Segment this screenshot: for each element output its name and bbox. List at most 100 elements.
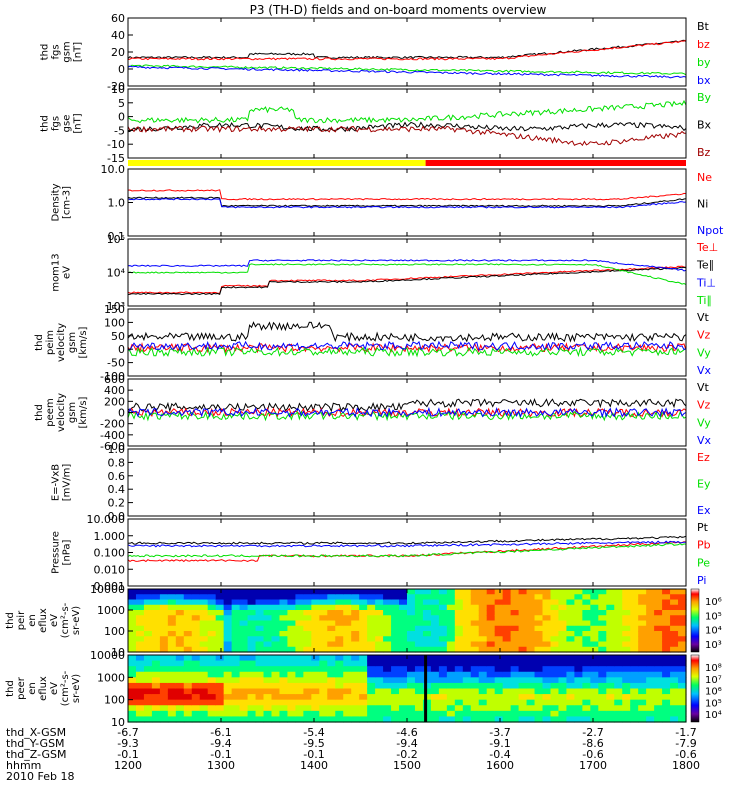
heatmap-cell bbox=[438, 594, 448, 601]
heatmap-cell bbox=[606, 641, 615, 648]
heatmap-cell bbox=[175, 660, 185, 667]
figure-title: P3 (TH-D) fields and on-board moments ov… bbox=[250, 3, 547, 17]
legend-entry: Pi bbox=[697, 574, 706, 587]
heatmap-cell bbox=[438, 655, 448, 662]
heatmap-cell bbox=[470, 625, 480, 632]
heatmap-cell bbox=[223, 655, 233, 662]
heatmap-cell bbox=[399, 677, 408, 684]
heatmap-cell bbox=[351, 610, 360, 616]
heatmap-cell bbox=[446, 666, 456, 673]
heatmap-cell bbox=[151, 594, 161, 601]
heatmap-cell bbox=[534, 636, 544, 643]
heatmap-cell bbox=[343, 655, 352, 662]
heatmap-cell bbox=[215, 641, 225, 648]
heatmap-cell bbox=[279, 671, 289, 678]
heatmap-cell bbox=[128, 694, 137, 701]
heatmap-cell bbox=[311, 631, 320, 637]
heatmap-cell bbox=[255, 646, 265, 653]
heatmap-cell bbox=[422, 688, 432, 695]
heatmap-cell bbox=[143, 610, 153, 616]
colorbar-tick-label: 10⁸ bbox=[705, 663, 722, 674]
heatmap-cell bbox=[359, 699, 368, 706]
heatmap-cell bbox=[343, 599, 352, 606]
heatmap-cell bbox=[454, 660, 464, 667]
heatmap-cell bbox=[654, 705, 663, 712]
heatmap-cell bbox=[590, 705, 599, 712]
heatmap-cell bbox=[359, 666, 368, 673]
heatmap-cell bbox=[375, 641, 384, 648]
heatmap-cell bbox=[422, 699, 432, 706]
heatmap-cell bbox=[542, 589, 552, 595]
heatmap-cell bbox=[438, 705, 448, 712]
heatmap-cell bbox=[223, 610, 233, 616]
heatmap-cell bbox=[542, 631, 552, 637]
heatmap-cell bbox=[399, 688, 408, 695]
heatmap-cell bbox=[351, 589, 360, 595]
legend-entry: Vy bbox=[697, 346, 711, 359]
legend-entry: Vz bbox=[697, 399, 711, 412]
heatmap-cell bbox=[391, 716, 400, 723]
heatmap-cell bbox=[470, 589, 480, 595]
heatmap-cell bbox=[215, 699, 225, 706]
heatmap-cell bbox=[622, 604, 631, 611]
heatmap-cell bbox=[183, 699, 193, 706]
heatmap-cell bbox=[526, 677, 536, 684]
heatmap-cell bbox=[135, 699, 145, 706]
heatmap-cell bbox=[470, 646, 480, 653]
heatmap-cell bbox=[199, 694, 209, 701]
heatmap-cell bbox=[143, 625, 153, 632]
heatmap-cell bbox=[135, 682, 145, 690]
heatmap-cell bbox=[343, 688, 352, 695]
heatmap-cell bbox=[271, 631, 281, 637]
heatmap-cell bbox=[574, 631, 583, 637]
heatmap-cell bbox=[534, 599, 544, 606]
heatmap-cell bbox=[199, 615, 209, 622]
heatmap-cell bbox=[128, 589, 137, 595]
heatmap-cell bbox=[303, 671, 312, 678]
heatmap-cell bbox=[247, 615, 257, 622]
heatmap-cell bbox=[271, 589, 281, 595]
y-axis-label: [mV/m] bbox=[62, 464, 73, 502]
heatmap-cell bbox=[231, 710, 241, 718]
heatmap-cell bbox=[470, 666, 480, 673]
heatmap-cell bbox=[407, 610, 416, 616]
heatmap-cell bbox=[518, 604, 528, 611]
heatmap-cell bbox=[335, 641, 344, 648]
heatmap-cell bbox=[128, 631, 137, 637]
heatmap-cell bbox=[430, 636, 440, 643]
heatmap-cell bbox=[375, 705, 384, 712]
heatmap-cell bbox=[622, 677, 631, 684]
heatmap-cell bbox=[518, 705, 528, 712]
heatmap-cell bbox=[167, 655, 177, 662]
heatmap-cell bbox=[279, 710, 289, 718]
heatmap-cell bbox=[255, 620, 265, 627]
heatmap-cell bbox=[287, 677, 296, 684]
heatmap-cell bbox=[630, 710, 639, 718]
heatmap-cell bbox=[646, 666, 655, 673]
heatmap-cell bbox=[175, 705, 185, 712]
heatmap-cell bbox=[167, 636, 177, 643]
heatmap-cell bbox=[215, 716, 225, 723]
heatmap-cell bbox=[383, 646, 392, 653]
heatmap-cell bbox=[494, 620, 504, 627]
heatmap-cell bbox=[327, 694, 336, 701]
heatmap-cell bbox=[638, 599, 647, 606]
heatmap-cell bbox=[271, 599, 281, 606]
heatmap-cell bbox=[295, 599, 304, 606]
heatmap-cell bbox=[470, 636, 480, 643]
heatmap-cell bbox=[279, 677, 289, 684]
heatmap-cell bbox=[271, 604, 281, 611]
heatmap-cell bbox=[454, 705, 464, 712]
heatmap-cell bbox=[351, 710, 360, 718]
heatmap-cell bbox=[311, 625, 320, 632]
heatmap-cell bbox=[327, 615, 336, 622]
heatmap-cell bbox=[175, 604, 185, 611]
heatmap-cell bbox=[128, 660, 137, 667]
heatmap-cell bbox=[143, 589, 153, 595]
heatmap-cell bbox=[422, 694, 432, 701]
heatmap-cell bbox=[542, 646, 552, 653]
y-axis-label: thd bbox=[34, 334, 45, 351]
heatmap-cell bbox=[478, 589, 488, 595]
heatmap-cell bbox=[255, 682, 265, 690]
plot-p5-Vt-series bbox=[127, 321, 687, 343]
